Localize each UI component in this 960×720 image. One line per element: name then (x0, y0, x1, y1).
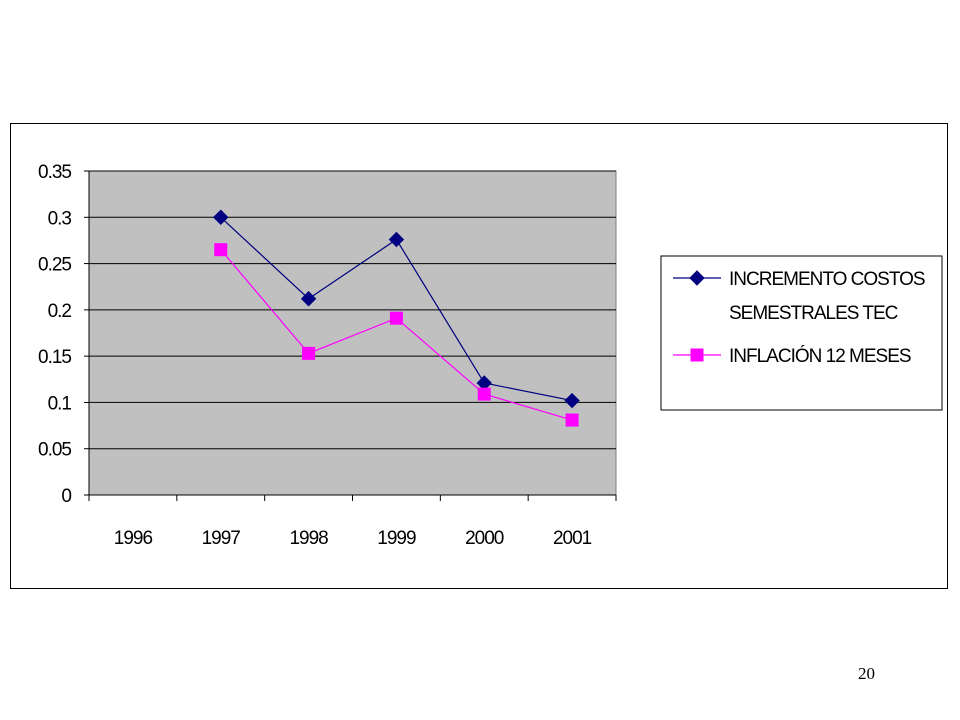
y-tick-label: 0.3 (48, 208, 72, 229)
legend-label: SEMESTRALES TEC (729, 303, 898, 324)
data-point (300, 291, 317, 307)
x-tick-label: 1999 (377, 528, 416, 549)
data-point (477, 387, 491, 401)
data-point (213, 209, 229, 225)
legend-label: INFLACIÓN 12 MESES (729, 345, 911, 367)
page-number: 20 (858, 664, 875, 683)
chart-frame: 0 0.05 0.1 0.15 0.2 0.25 0.3 0.35 1996 1997 1998 19… (10, 123, 948, 589)
y-tick-label: 0 (61, 486, 71, 507)
legend-marker (689, 270, 705, 286)
legend-box (660, 255, 943, 411)
plot-area (88, 170, 617, 496)
legend-entry-2: INFLACIÓN 12 MESES (673, 345, 912, 367)
y-tick-label: 0.15 (38, 347, 71, 368)
chart: 0 0.05 0.1 0.15 0.2 0.25 0.3 0.35 1996 1997 1998 19… (38, 162, 943, 549)
y-tick-label: 0.2 (48, 301, 72, 322)
legend-marker (690, 348, 704, 362)
y-tick-label: 0.05 (38, 440, 71, 461)
y-tick-label: 0.25 (38, 255, 71, 276)
x-tick-label: 1998 (289, 528, 328, 549)
series-group (213, 209, 580, 427)
x-tick-label: 1997 (202, 528, 241, 549)
x-tick-label: 2001 (553, 528, 592, 549)
x-tick-label: 1996 (114, 528, 153, 549)
series-1 (213, 209, 580, 409)
gridlines (89, 170, 616, 450)
legend-label: INCREMENTO COSTOS (729, 269, 925, 290)
series-2 (214, 243, 579, 427)
y-tick-label: 0.35 (38, 162, 71, 183)
y-tick-label: 0.1 (48, 393, 72, 414)
data-point (389, 311, 403, 325)
axes: 0 0.05 0.1 0.15 0.2 0.25 0.3 0.35 1996 1997 1998 19… (38, 162, 617, 549)
data-point (565, 413, 579, 427)
legend-entry-1: INCREMENTO COSTOS SEMESTRALES TEC (673, 269, 926, 324)
data-point (214, 243, 228, 257)
data-point (302, 346, 316, 360)
legend: INCREMENTO COSTOS SEMESTRALES TEC INFLACIÓ… (660, 255, 943, 411)
data-point (388, 231, 405, 248)
data-point (564, 392, 580, 409)
x-tick-label: 2000 (465, 528, 504, 549)
